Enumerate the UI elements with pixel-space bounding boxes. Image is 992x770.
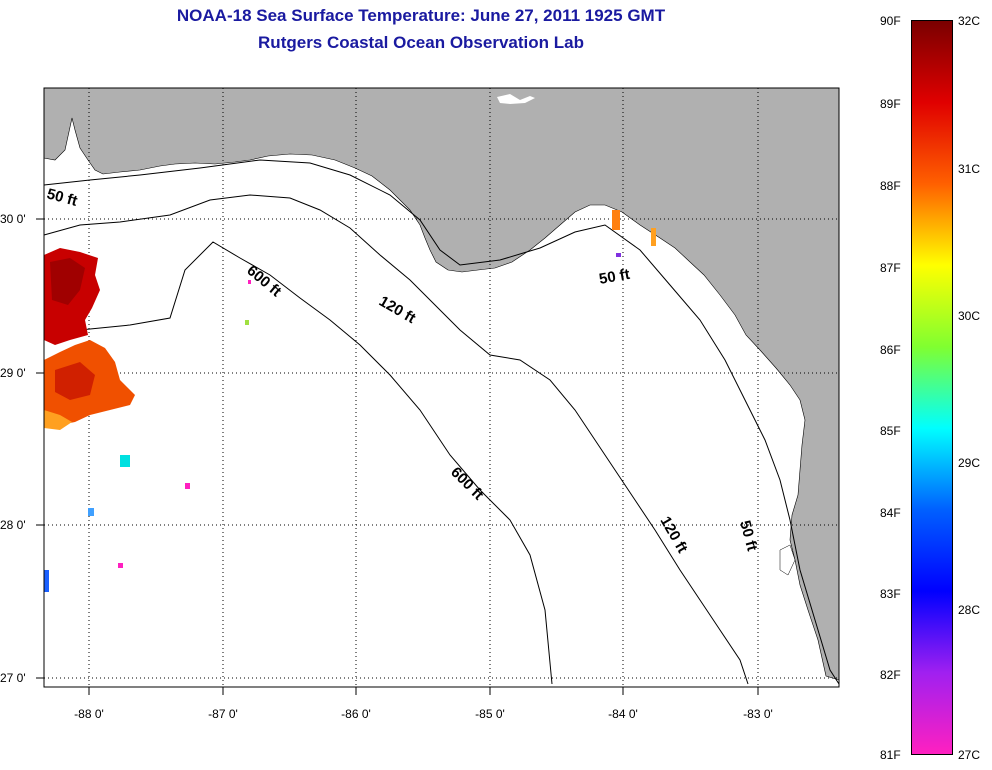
colorbar-c-label: 27C (958, 748, 981, 762)
land-mass (43, 87, 840, 681)
colorbar-f-label: 90F (880, 14, 901, 28)
colorbar-f-label: 83F (880, 587, 901, 601)
temperature-colorbar (911, 20, 953, 755)
graticule (44, 88, 839, 687)
contour-50ft (43, 159, 840, 685)
colorbar-f-label: 86F (880, 343, 901, 357)
colorbar-f-label: 87F (880, 261, 901, 275)
contour-120ft (43, 194, 749, 685)
lon-label: -84 0' (608, 707, 638, 721)
map-subtitle: Rutgers Coastal Ocean Observation Lab (258, 33, 584, 52)
lon-label: -88 0' (74, 707, 104, 721)
sst-data-patches (44, 210, 656, 592)
map-title: NOAA-18 Sea Surface Temperature: June 27… (176, 6, 666, 25)
colorbar-c-label: 28C (958, 603, 981, 617)
colorbar-c-label: 32C (958, 14, 981, 28)
map-frame (43, 87, 840, 688)
lat-label: 27 0' (0, 671, 26, 685)
lat-label: 28 0' (0, 518, 26, 532)
lon-label: -86 0' (341, 707, 371, 721)
lon-label: -83 0' (743, 707, 773, 721)
depth-contours (43, 159, 840, 685)
tick-marks (36, 218, 759, 695)
colorbar-f-label: 81F (880, 748, 901, 762)
colorbar-c-label: 29C (958, 456, 981, 470)
island-shape (779, 544, 796, 576)
colorbar-f-label: 84F (880, 506, 901, 520)
colorbar-c-label: 30C (958, 309, 981, 323)
colorbar-f-label: 88F (880, 179, 901, 193)
colorbar-f-label: 82F (880, 668, 901, 682)
island-shape (497, 94, 535, 104)
lat-label: 30 0' (0, 212, 26, 226)
lon-label: -87 0' (208, 707, 238, 721)
colorbar-c-label: 31C (958, 162, 981, 176)
contour-600ft (79, 241, 553, 685)
lat-label: 29 0' (0, 366, 26, 380)
colorbar-f-label: 85F (880, 424, 901, 438)
contour-label: 50 ft (598, 266, 631, 288)
lon-label: -85 0' (475, 707, 505, 721)
colorbar-f-label: 89F (880, 97, 901, 111)
